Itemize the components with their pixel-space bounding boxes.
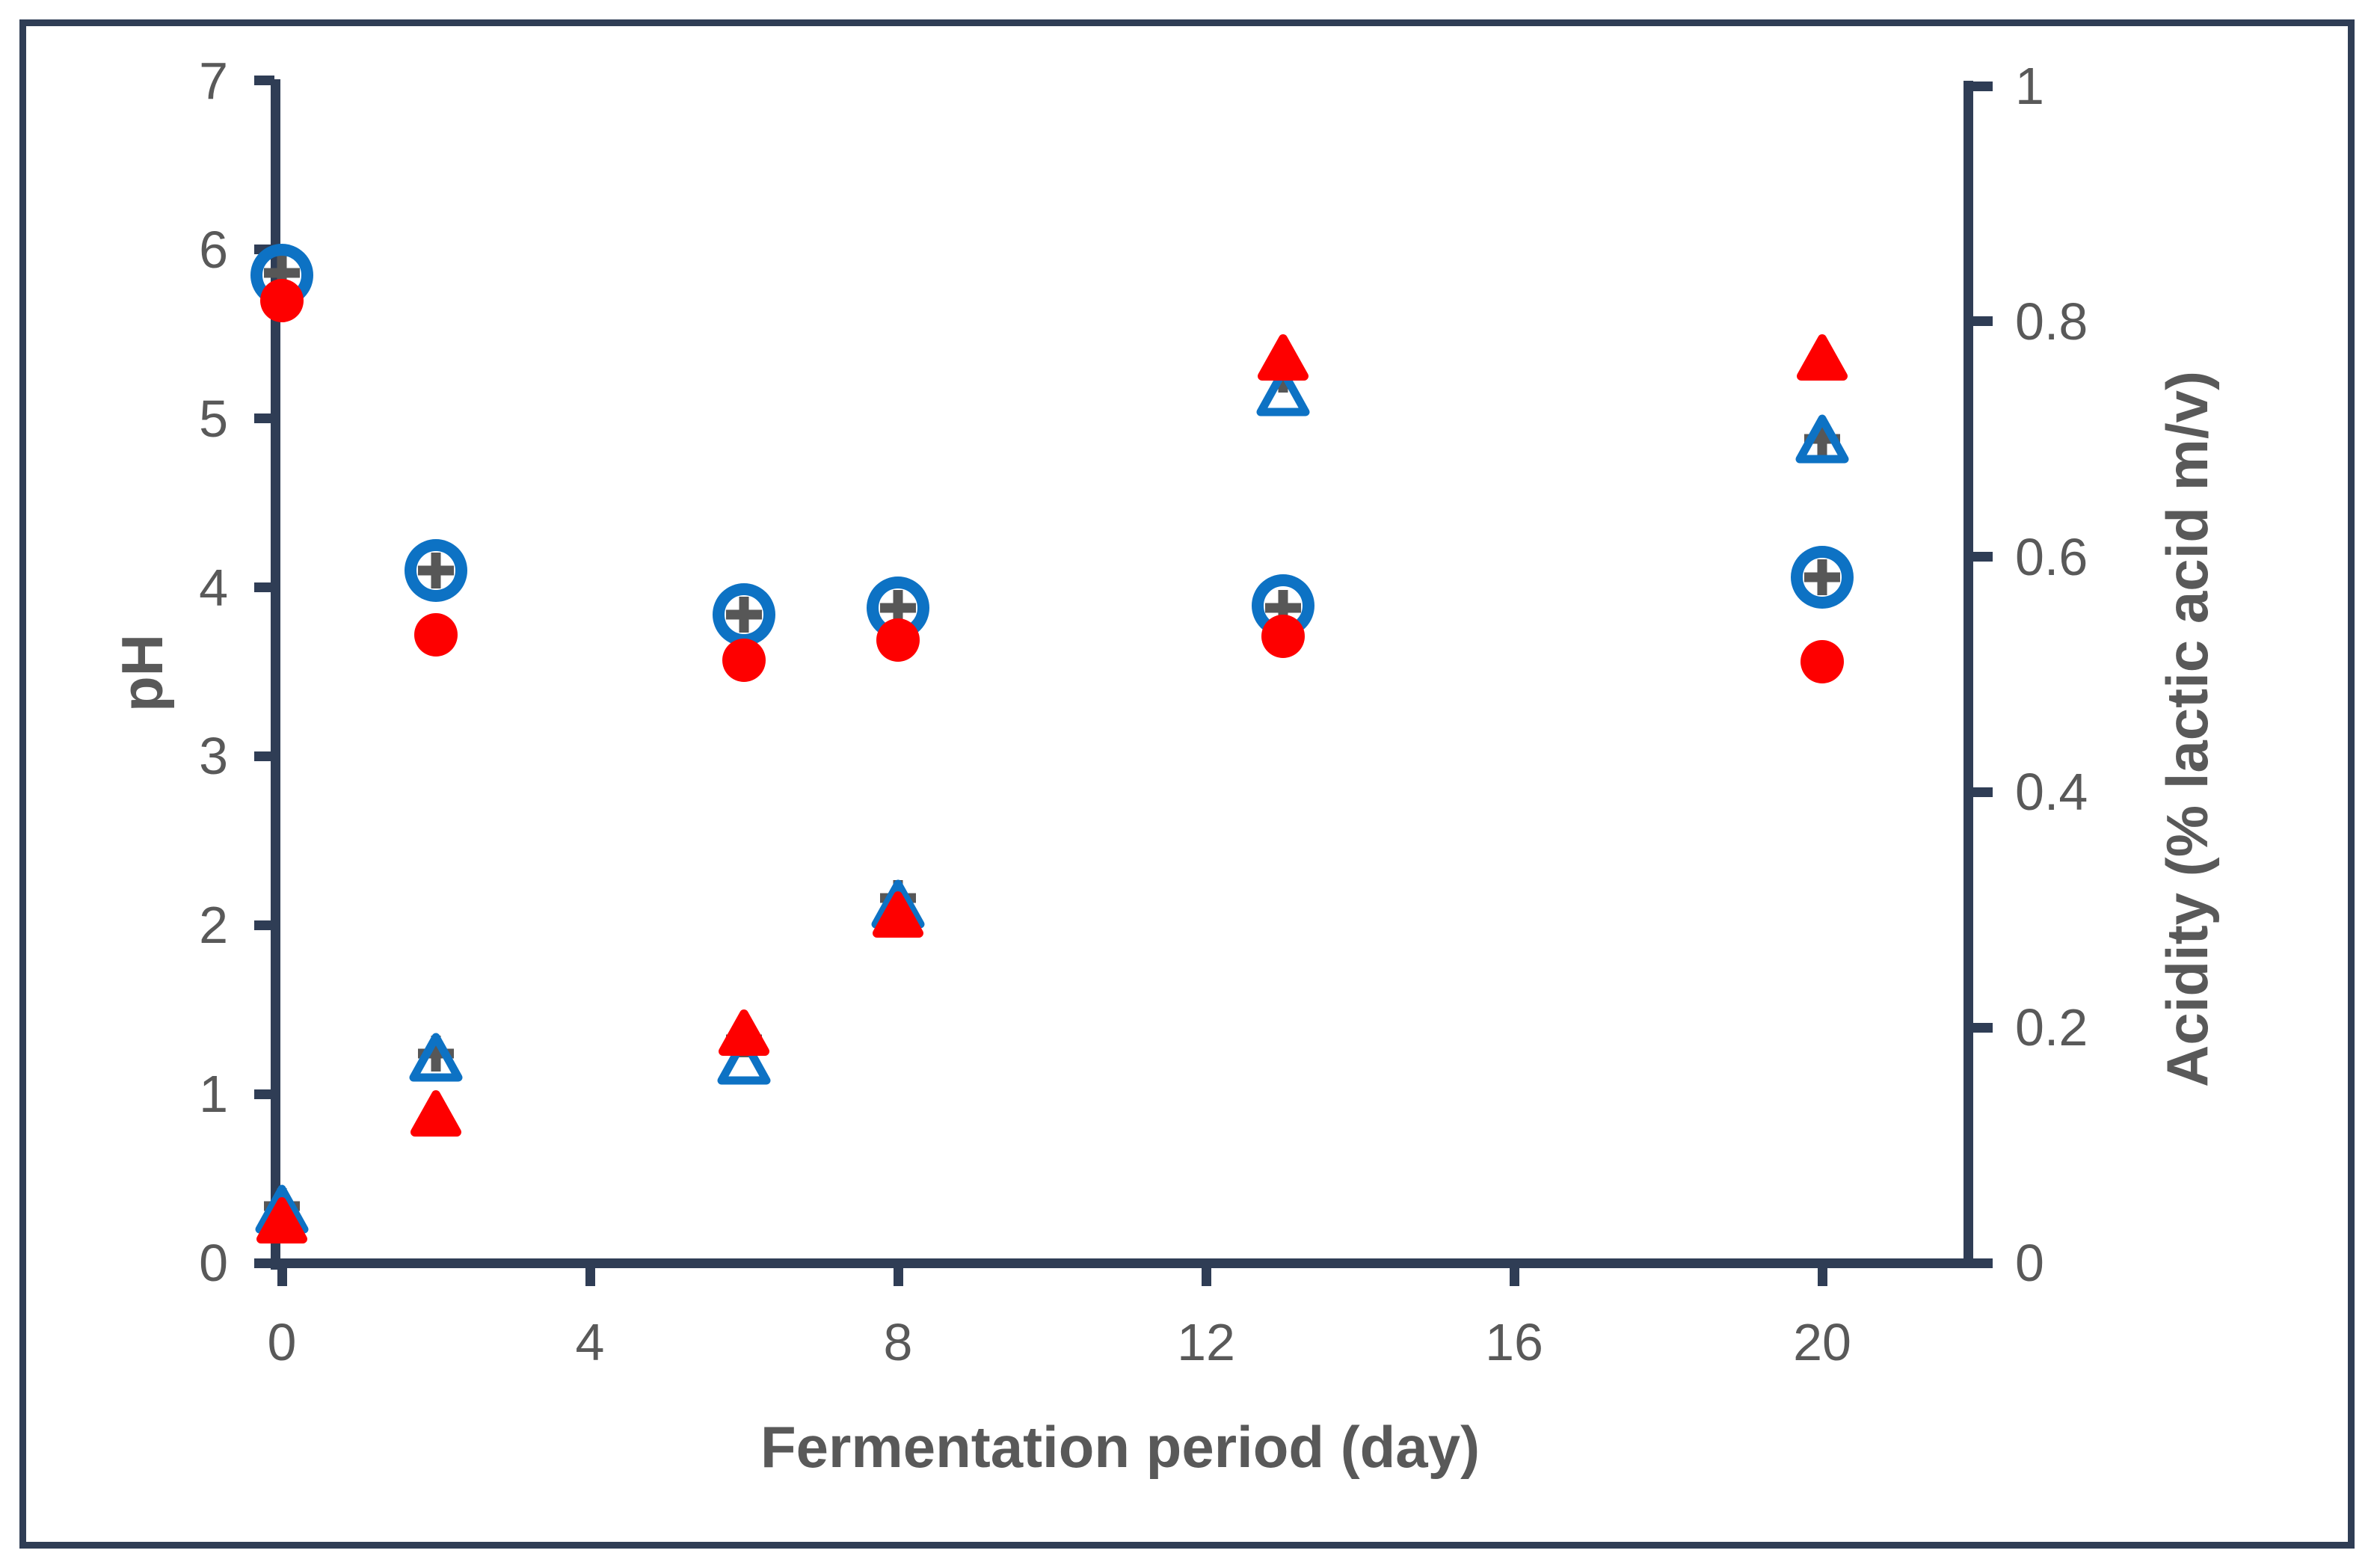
- x-tick-label: 8: [883, 1313, 913, 1371]
- marker-filled-circle: [1801, 639, 1844, 683]
- marker-open-triangle: [1795, 413, 1850, 464]
- marker-filled-circle: [260, 278, 304, 322]
- y-right-tick-label: 0.8: [2015, 292, 2088, 351]
- y-right-tick: [1970, 787, 1993, 797]
- x-tick: [1817, 1267, 1827, 1286]
- y-left-tick: [254, 751, 274, 761]
- y-left-tick-label: 7: [199, 51, 228, 110]
- marker-open-circle: [405, 538, 467, 602]
- marker-filled-circle: [722, 638, 766, 682]
- y-left-tick-label: 3: [199, 727, 228, 786]
- x-tick-label: 0: [267, 1313, 297, 1371]
- marker-filled-triangle: [872, 889, 924, 938]
- marker-open-triangle: [716, 1035, 772, 1086]
- y-left-tick: [254, 76, 274, 86]
- x-tick-label: 16: [1485, 1313, 1543, 1371]
- y-right-tick-label: 0.4: [2015, 763, 2088, 822]
- x-tick: [893, 1267, 903, 1286]
- marker-plus: [418, 552, 454, 588]
- y-right-tick: [1970, 1022, 1993, 1033]
- y-left-axis-line: [271, 79, 280, 1270]
- y-left-tick: [254, 1089, 274, 1099]
- x-tick: [277, 1267, 287, 1286]
- y-right-tick-label: 0: [2015, 1234, 2044, 1292]
- x-tick-label: 12: [1177, 1313, 1235, 1371]
- marker-open-circle: [1791, 546, 1854, 609]
- x-tick: [585, 1267, 595, 1286]
- marker-filled-triangle: [410, 1088, 462, 1137]
- y-right-tick: [1970, 552, 1993, 562]
- marker-filled-triangle: [718, 1007, 770, 1057]
- x-axis-line: [261, 1258, 1990, 1268]
- marker-filled-triangle: [1796, 332, 1848, 381]
- y-left-tick-label: 6: [199, 220, 228, 279]
- x-tick: [1201, 1267, 1211, 1286]
- marker-open-triangle: [408, 1032, 464, 1083]
- figure-border: [19, 19, 2355, 1549]
- y-right-axis-title: Acidity (% lactic acid m/v): [2154, 371, 2220, 1087]
- y-left-tick-label: 5: [199, 389, 228, 448]
- marker-plus: [726, 596, 762, 633]
- marker-plus: [880, 589, 916, 626]
- y-left-tick-label: 1: [199, 1065, 228, 1124]
- y-right-tick-label: 0.6: [2015, 527, 2088, 586]
- marker-open-triangle: [1255, 366, 1311, 417]
- y-left-tick: [254, 920, 274, 930]
- y-left-tick: [254, 413, 274, 424]
- x-axis-title: Fermentation period (day): [760, 1414, 1480, 1480]
- y-right-tick-label: 0.2: [2015, 998, 2088, 1057]
- y-right-tick: [1970, 316, 1993, 327]
- y-left-tick-label: 0: [199, 1234, 228, 1292]
- marker-filled-circle: [1261, 615, 1305, 659]
- y-left-tick: [254, 582, 274, 593]
- marker-plus: [1804, 559, 1840, 595]
- y-right-tick-label: 1: [2015, 57, 2044, 115]
- x-tick-label: 20: [1793, 1313, 1851, 1371]
- y-left-tick-label: 4: [199, 558, 228, 617]
- marker-filled-triangle: [256, 1195, 308, 1244]
- x-tick-label: 4: [575, 1313, 605, 1371]
- y-right-tick: [1970, 1258, 1993, 1268]
- marker-filled-circle: [876, 618, 920, 662]
- marker-filled-circle: [414, 612, 458, 657]
- y-right-tick: [1970, 81, 1993, 91]
- x-tick: [1509, 1267, 1519, 1286]
- y-right-axis-line: [1964, 81, 1973, 1268]
- marker-filled-triangle: [1257, 332, 1309, 381]
- y-left-tick-label: 2: [199, 896, 228, 955]
- y-left-tick: [254, 1258, 274, 1268]
- y-left-axis-title: pH: [109, 634, 175, 712]
- marker-open-circle: [713, 582, 775, 646]
